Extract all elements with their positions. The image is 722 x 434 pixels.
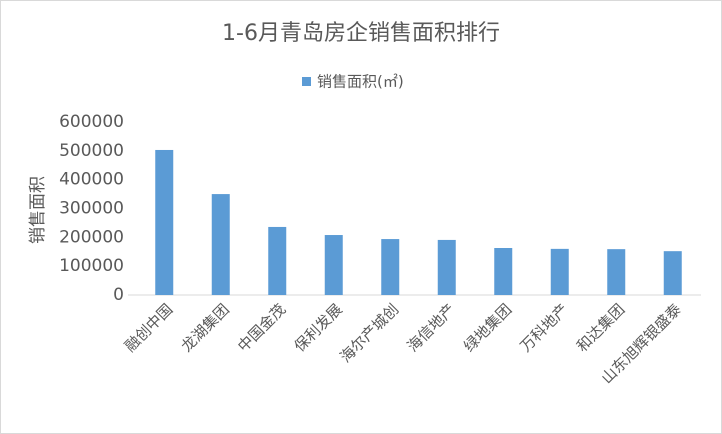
y-tick-label: 200000 [59, 227, 124, 247]
y-tick-label: 500000 [59, 141, 124, 161]
bar [268, 226, 287, 295]
y-tick-label: 300000 [59, 199, 124, 219]
y-tick-label: 100000 [59, 256, 124, 276]
y-tick-label: 400000 [59, 170, 124, 190]
y-tick-label: 0 [113, 285, 124, 305]
bar [663, 251, 682, 295]
legend-label: 销售面积(㎡) [317, 73, 404, 91]
bar [437, 239, 456, 295]
chart-title: 1-6月青岛房企销售面积排行 [222, 21, 500, 46]
y-axis-label: 销售面积 [28, 176, 48, 244]
y-tick-label: 600000 [59, 112, 124, 132]
bar [607, 249, 626, 295]
bar [550, 248, 569, 295]
bar [494, 248, 513, 295]
bar [324, 235, 343, 295]
legend-swatch [302, 77, 311, 86]
bar [155, 149, 174, 295]
bar [381, 239, 400, 295]
bar [211, 194, 230, 295]
